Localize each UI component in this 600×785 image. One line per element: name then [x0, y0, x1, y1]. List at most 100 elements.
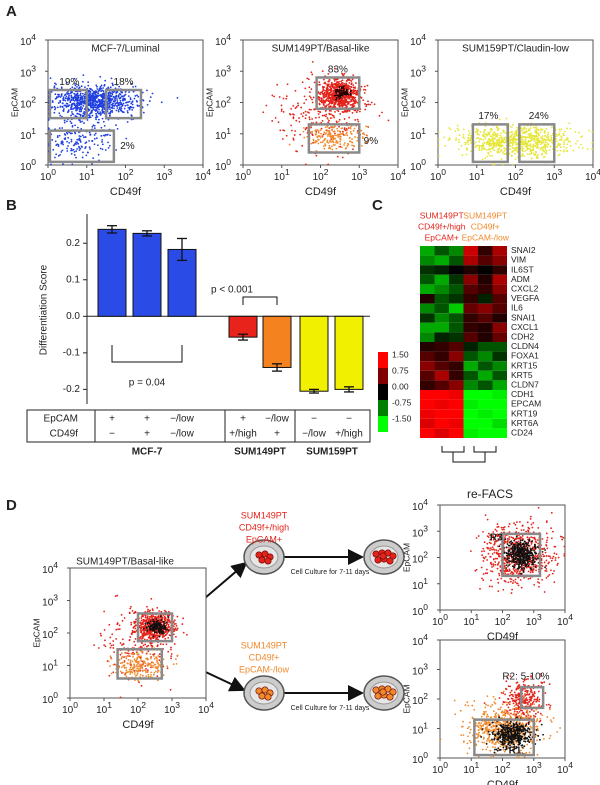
event-dot	[144, 643, 146, 645]
event-dot	[341, 86, 343, 88]
x-tick-label: 104	[585, 167, 600, 182]
event-dot	[131, 665, 133, 667]
event-dot	[546, 150, 548, 152]
event-dot	[504, 562, 506, 564]
event-dot	[312, 142, 314, 144]
event-dot	[76, 141, 78, 143]
event-dot	[109, 665, 111, 667]
event-dot	[109, 108, 111, 110]
event-dot	[115, 629, 117, 631]
event-dot	[143, 644, 145, 646]
event-dot	[470, 139, 472, 141]
event-dot	[141, 664, 143, 666]
tick-exp: 2	[129, 167, 134, 177]
event-dot	[152, 619, 154, 621]
event-dot	[64, 100, 66, 102]
event-dot	[67, 137, 69, 139]
event-dot	[148, 631, 150, 633]
event-dot	[356, 102, 358, 104]
event-dot	[109, 115, 111, 117]
event-dot	[537, 147, 539, 149]
event-dot	[356, 93, 358, 95]
event-dot	[559, 154, 561, 156]
event-dot	[486, 143, 488, 145]
event-dot	[323, 148, 325, 150]
event-dot	[130, 114, 132, 116]
tick-exp: 1	[226, 126, 231, 136]
event-dot	[320, 100, 322, 102]
event-dot	[149, 633, 151, 635]
event-dot	[52, 100, 54, 102]
event-dot	[350, 90, 352, 92]
event-dot	[140, 660, 142, 662]
event-dot	[310, 143, 312, 145]
event-dot	[175, 627, 177, 629]
event-dot	[530, 536, 532, 538]
event-dot	[339, 141, 341, 143]
tick-exp: 4	[596, 167, 600, 177]
plot-title: SUM159PT/Claudin-low	[462, 44, 569, 55]
event-dot	[286, 135, 288, 137]
event-dot	[531, 157, 533, 159]
event-dot	[334, 133, 336, 135]
event-dot	[535, 152, 537, 154]
event-dot	[591, 148, 593, 150]
event-dot	[510, 536, 512, 538]
event-dot	[516, 521, 518, 523]
event-dot	[63, 98, 65, 100]
event-dot	[479, 588, 481, 590]
event-dot	[331, 117, 333, 119]
event-dot	[341, 128, 343, 130]
event-dot	[496, 140, 498, 142]
event-dot	[52, 106, 54, 108]
event-dot	[501, 529, 503, 531]
event-dot	[466, 147, 468, 149]
event-dot	[529, 144, 531, 146]
event-dot	[154, 631, 156, 633]
event-dot	[502, 139, 504, 141]
event-dot	[497, 578, 499, 580]
event-dot	[80, 111, 82, 113]
event-dot	[531, 135, 533, 137]
event-dot	[350, 131, 352, 133]
event-dot	[313, 139, 315, 141]
event-dot	[90, 107, 92, 109]
event-dot	[82, 74, 84, 76]
event-dot	[119, 659, 121, 661]
event-dot	[563, 134, 565, 136]
event-dot	[167, 630, 169, 632]
event-dot	[94, 109, 96, 111]
event-dot	[300, 107, 302, 109]
event-dot	[161, 101, 163, 103]
event-dot	[506, 118, 508, 120]
event-dot	[492, 135, 494, 137]
event-dot	[468, 134, 470, 136]
event-dot	[338, 95, 340, 97]
event-dot	[538, 586, 540, 588]
event-dot	[100, 113, 102, 115]
event-dot	[481, 147, 483, 149]
event-dot	[344, 118, 346, 120]
event-dot	[588, 130, 590, 132]
event-dot	[61, 140, 63, 142]
event-dot	[113, 107, 115, 109]
event-dot	[177, 654, 179, 656]
event-dot	[121, 614, 123, 616]
panel-label: A	[6, 3, 17, 20]
event-dot	[458, 129, 460, 131]
event-dot	[89, 102, 91, 104]
event-dot	[105, 645, 107, 647]
event-dot	[559, 130, 561, 132]
event-dot	[495, 143, 497, 145]
event-dot	[463, 129, 465, 131]
event-dot	[319, 111, 321, 113]
event-dot	[141, 685, 143, 687]
event-dot	[560, 150, 562, 152]
event-dot	[83, 136, 85, 138]
event-dot	[346, 134, 348, 136]
event-dot	[515, 149, 517, 151]
event-dot	[71, 153, 73, 155]
event-dot	[535, 141, 537, 143]
plot-title: MCF-7/Luminal	[91, 44, 159, 55]
event-dot	[323, 102, 325, 104]
